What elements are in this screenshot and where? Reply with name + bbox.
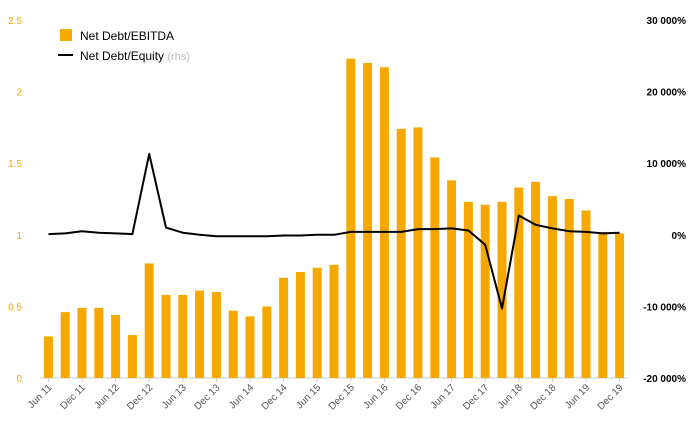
bar-net-debt-ebitda: [262, 306, 272, 378]
bar-net-debt-ebitda: [77, 307, 87, 378]
bar-net-debt-ebitda: [413, 127, 423, 379]
bar-net-debt-ebitda: [396, 128, 406, 378]
y-left-tick-label: 0.5: [8, 302, 22, 313]
x-tick-label: Jun 18: [496, 382, 525, 411]
bar-net-debt-ebitda: [363, 62, 373, 379]
y-left-tick-label: 2.5: [8, 16, 22, 27]
bar-net-debt-ebitda: [195, 290, 205, 378]
bar-net-debt-ebitda: [111, 314, 121, 378]
x-tick-label: Jun 12: [93, 382, 122, 411]
x-tick-label: Jun 16: [362, 382, 391, 411]
x-tick-label: Dec 15: [327, 382, 357, 412]
x-tick-label: Dec 18: [528, 382, 558, 412]
bar-net-debt-ebitda: [94, 307, 104, 378]
bar-net-debt-ebitda: [211, 292, 221, 378]
y-right-tick-label: -10 000%: [643, 302, 686, 313]
bar-net-debt-ebitda: [531, 181, 541, 378]
bar-net-debt-ebitda: [564, 199, 574, 378]
y-right-tick-label: 20 000%: [647, 88, 687, 99]
bar-net-debt-ebitda: [228, 310, 238, 378]
legend-label-net-debt-equity: Net Debt/Equity (rhs): [80, 49, 190, 63]
x-tick-label: Jun 11: [26, 382, 55, 411]
bar-net-debt-ebitda: [480, 204, 490, 378]
bar-net-debt-ebitda: [430, 157, 440, 378]
bar-net-debt-ebitda: [279, 277, 289, 378]
x-tick-label: Dec 11: [58, 382, 88, 412]
bar-net-debt-ebitda: [178, 294, 188, 378]
y-right-tick-label: -20 000%: [643, 374, 686, 385]
x-tick-label: Jun 13: [160, 382, 189, 411]
y-right-tick-label: 10 000%: [647, 159, 687, 170]
y-left-tick-label: 1.5: [8, 159, 22, 170]
bar-net-debt-ebitda: [547, 196, 557, 378]
x-tick-label: Jun 19: [563, 382, 592, 411]
bar-net-debt-ebitda: [161, 294, 171, 378]
bar-net-debt-ebitda: [295, 272, 305, 378]
bar-net-debt-ebitda: [245, 316, 255, 378]
bar-net-debt-ebitda: [514, 187, 524, 378]
x-tick-label: Dec 12: [125, 382, 155, 412]
bar-net-debt-ebitda: [60, 312, 70, 378]
bar-net-debt-ebitda: [463, 201, 473, 378]
legend-note-rhs: (rhs): [167, 51, 190, 63]
bar-net-debt-ebitda: [379, 67, 389, 379]
y-left-tick-label: 1: [16, 231, 22, 242]
y-right-tick-label: 30 000%: [647, 16, 687, 27]
legend-swatch-net-debt-ebitda: [60, 29, 72, 41]
bar-net-debt-ebitda: [43, 336, 53, 378]
x-tick-label: Dec 19: [596, 382, 626, 412]
x-tick-label: Dec 14: [260, 382, 290, 412]
y-right-tick-label: 0%: [672, 231, 687, 242]
bar-net-debt-ebitda: [497, 201, 507, 378]
bar-net-debt-ebitda: [615, 233, 625, 378]
bar-net-debt-ebitda: [312, 267, 322, 378]
y-left-tick-label: 0: [16, 374, 22, 385]
line-net-debt-equity: [48, 152, 620, 310]
x-tick-label: Dec 13: [192, 382, 222, 412]
bar-net-debt-ebitda: [329, 264, 339, 378]
x-tick-label: Dec 16: [394, 382, 424, 412]
x-tick-label: Jun 15: [294, 382, 323, 411]
legend-label-net-debt-ebitda: Net Debt/EBITDA: [80, 29, 174, 43]
bar-net-debt-ebitda: [581, 210, 591, 378]
bar-net-debt-ebitda: [127, 335, 137, 378]
y-left-tick-label: 2: [16, 88, 22, 99]
bar-net-debt-ebitda: [144, 263, 154, 378]
x-tick-label: Dec 17: [461, 382, 491, 412]
x-tick-label: Jun 17: [429, 382, 458, 411]
bar-net-debt-ebitda: [447, 180, 457, 378]
bar-net-debt-ebitda: [598, 231, 608, 378]
x-tick-label: Jun 14: [227, 382, 256, 411]
bar-net-debt-ebitda: [346, 58, 356, 378]
